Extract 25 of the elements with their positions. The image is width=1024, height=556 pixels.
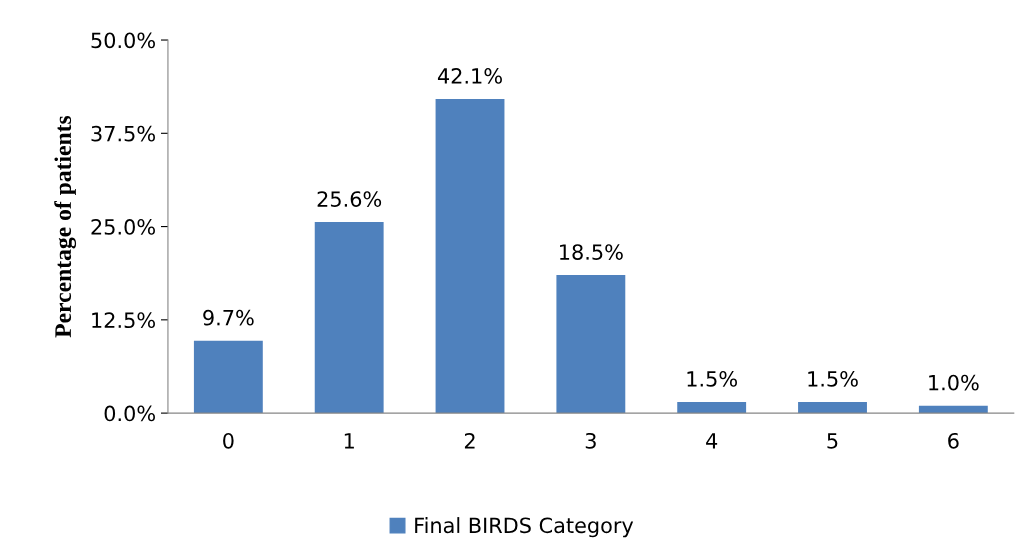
y-tick-label: 50.0% <box>91 32 155 49</box>
bar <box>435 98 505 414</box>
y-tick-label: 37.5% <box>91 125 155 142</box>
data-label: 1.5% <box>687 371 737 387</box>
legend-label: Final BIRDS Category <box>415 517 634 538</box>
bar <box>314 222 384 414</box>
x-tick-label: 5 <box>827 433 838 449</box>
data-label: 25.6% <box>317 191 382 207</box>
x-tick-label: 6 <box>948 432 959 449</box>
bar <box>556 275 626 414</box>
y-tick-label: 0.0% <box>104 405 155 422</box>
data-label: 42.1% <box>437 68 502 84</box>
y-axis-title: Percentage of patients <box>54 115 77 338</box>
x-tick-label: 3 <box>585 432 596 449</box>
x-tick-label: 1 <box>344 433 354 449</box>
data-label: 18.5% <box>560 244 623 260</box>
y-tick-label: 12.5% <box>92 312 155 329</box>
bar <box>193 340 263 414</box>
y-tick-label: 25.0% <box>91 219 155 235</box>
data-label: 1.0% <box>929 374 979 391</box>
data-label: 9.7% <box>203 309 254 326</box>
x-tick-label: 0 <box>223 432 234 449</box>
x-tick-label: 4 <box>706 433 718 449</box>
data-label: 1.5% <box>808 371 858 387</box>
x-tick-label: 2 <box>464 432 475 449</box>
